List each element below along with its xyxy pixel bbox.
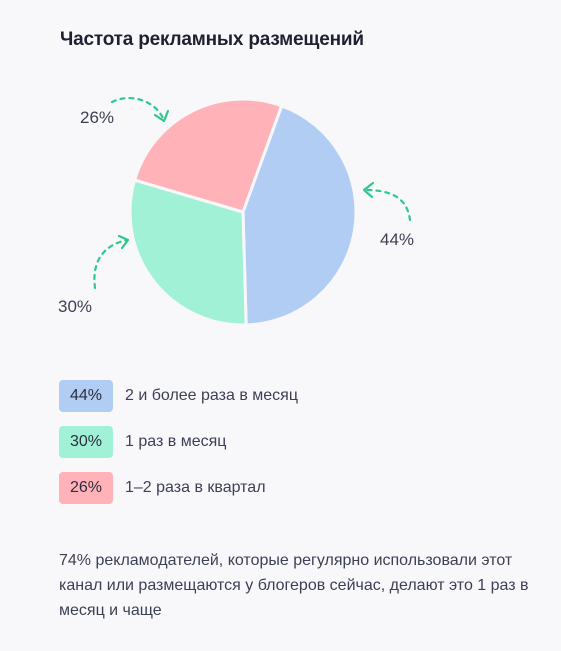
annotation-arrowhead-26 (153, 109, 170, 123)
annotation-arrow-44 (364, 188, 412, 222)
legend: 44% 2 и более раза в месяц 30% 1 раз в м… (59, 380, 298, 518)
slice-label-30: 30% (58, 297, 93, 316)
legend-badge: 26% (59, 472, 113, 504)
legend-label: 2 и более раза в месяц (125, 387, 298, 404)
annotation-arrow-30 (93, 238, 129, 290)
legend-label: 1–2 раза в квартал (125, 479, 266, 496)
chart-title: Частота рекламных размещений (60, 29, 364, 50)
legend-badge: 30% (59, 426, 113, 458)
annotation-arrow-26 (110, 97, 165, 120)
legend-badge: 44% (59, 380, 113, 412)
pie-slice (241, 104, 358, 327)
pie-slice (128, 178, 248, 327)
legend-item: 30% 1 раз в месяц (59, 426, 298, 458)
slice-label-44: 44% (380, 230, 415, 249)
legend-item: 44% 2 и более раза в месяц (59, 380, 298, 412)
pie-chart (93, 97, 412, 327)
annotation-arrowhead-44 (362, 181, 375, 199)
annotation-arrowhead-30 (117, 234, 130, 250)
legend-item: 26% 1–2 раза в квартал (59, 472, 298, 504)
pie-slice (133, 97, 284, 214)
summary-note: 74% рекламодателей, которые регулярно ис… (59, 552, 529, 619)
slice-label-26: 26% (80, 108, 115, 127)
legend-label: 1 раз в месяц (125, 433, 227, 450)
